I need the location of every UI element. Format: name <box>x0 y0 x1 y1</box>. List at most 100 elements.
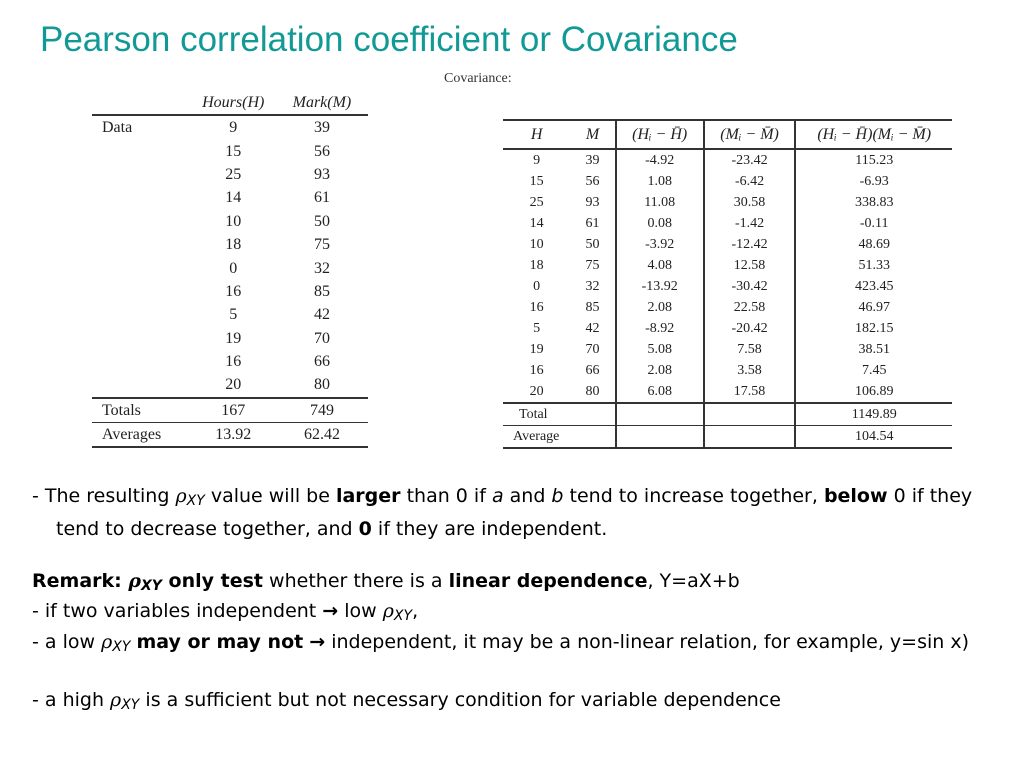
table-row: 16 66 2.08 3.58 7.45 <box>503 360 952 381</box>
h-cell: 10 <box>529 236 544 252</box>
h-deviation-cell: 5.08 <box>614 339 704 360</box>
average-row: Average 104.54 <box>503 425 952 449</box>
table-row: Data 9 39 <box>92 115 368 139</box>
table-row: 9 39 -4.92 -23.42 115.23 <box>503 149 952 171</box>
row-label <box>92 373 191 397</box>
hours-cell: 18 <box>225 236 242 254</box>
m-cell: 32 <box>585 278 600 294</box>
p3-text-c: , <box>412 600 419 622</box>
table-row: 10 50 <box>92 210 368 233</box>
m-cell: 70 <box>585 341 600 357</box>
p1-zero: 0 <box>358 518 372 540</box>
m-cell: 39 <box>585 152 600 168</box>
table-row: 16 85 <box>92 280 368 303</box>
m-cell: 61 <box>585 215 600 231</box>
table-row: 5 42 <box>92 303 368 326</box>
table-row: 15 56 <box>92 139 368 162</box>
row-label: Data <box>102 119 133 137</box>
m-deviation-cell: -20.42 <box>702 318 796 339</box>
row-label <box>92 186 191 209</box>
p1-larger: larger <box>335 485 401 507</box>
p3-text-a: - if two variables independent <box>32 600 323 622</box>
totals-label: Totals <box>92 396 191 424</box>
m-deviation-cell: 7.58 <box>702 339 796 360</box>
m-deviation-cell: 12.58 <box>702 255 796 276</box>
covariance-label: Covariance: <box>444 71 512 86</box>
hours-cell: 19 <box>225 329 242 347</box>
p1-below: below <box>823 485 888 507</box>
total-label: Total <box>503 402 616 426</box>
h-cell: 25 <box>529 194 544 210</box>
total-value: 1149.89 <box>794 402 952 426</box>
m-deviation-cell: 3.58 <box>702 360 796 381</box>
table-row: 16 85 2.08 22.58 46.97 <box>503 297 952 318</box>
m-header: M <box>570 119 616 150</box>
h-deviation-cell: 0.08 <box>614 213 704 234</box>
m-deviation-header: (Mᵢ − M̄) <box>702 119 796 150</box>
h-cell: 19 <box>529 341 544 357</box>
mark-header: Mark(M) <box>275 90 368 116</box>
arrow-right-icon: → <box>309 631 326 653</box>
p1-text-f: 0 if they tend to decrease together, and <box>56 485 973 540</box>
h-deviation-header: (Hᵢ − H̄) <box>614 119 704 150</box>
rho-symbol: ρ <box>382 600 394 622</box>
h-deviation-cell: -3.92 <box>614 234 704 255</box>
p5-text-b: is a sufficient but not necessary condit… <box>139 689 781 711</box>
mark-cell: 80 <box>313 376 330 394</box>
average-label: Average <box>503 425 616 449</box>
m-deviation-cell: -1.42 <box>702 213 796 234</box>
paragraph-high: - a high ρXY is a sufficient but not nec… <box>32 686 992 719</box>
p1-text-c: than 0 if <box>400 485 492 507</box>
paragraph-independent: - if two variables independent → low ρXY… <box>32 597 992 630</box>
table-row: 0 32 -13.92 -30.42 423.45 <box>503 276 952 297</box>
averages-row: Averages 13.92 62.42 <box>92 422 368 449</box>
rho-symbol: ρ <box>110 689 122 711</box>
paragraph-low: - a low ρXY may or may not → independent… <box>32 628 992 661</box>
p1-text-b: value will be <box>204 485 336 507</box>
averages-label: Averages <box>92 422 191 449</box>
paragraph-result: - The resulting ρXY value will be larger… <box>32 482 1016 543</box>
total-empty-2 <box>702 402 796 426</box>
slide-title: Pearson correlation coefficient or Covar… <box>40 20 738 59</box>
table-row: 15 56 1.08 -6.42 -6.93 <box>503 171 952 192</box>
product-cell: 423.45 <box>794 276 952 297</box>
m-cell: 75 <box>585 257 600 273</box>
m-cell: 66 <box>585 362 600 378</box>
h-cell: 0 <box>533 278 541 294</box>
table-row: 25 93 <box>92 163 368 186</box>
table-row: 18 75 <box>92 233 368 256</box>
row-label <box>92 327 191 350</box>
total-row: Total 1149.89 <box>503 402 952 426</box>
p3-text-b: low <box>338 600 383 622</box>
mark-cell: 93 <box>313 165 330 183</box>
m-cell: 93 <box>585 194 600 210</box>
product-cell: 46.97 <box>794 297 952 318</box>
totals-hours: 167 <box>190 396 276 424</box>
m-cell: 42 <box>585 320 600 336</box>
h-cell: 16 <box>529 299 544 315</box>
averages-mark: 62.42 <box>275 422 368 449</box>
average-empty-2 <box>702 425 796 449</box>
mark-cell: 42 <box>313 306 330 324</box>
h-cell: 15 <box>529 173 544 189</box>
mark-cell: 70 <box>313 329 330 347</box>
hours-cell: 20 <box>225 376 242 394</box>
p2-linear: linear dependence <box>448 570 648 592</box>
row-label <box>92 303 191 326</box>
rho-symbol: ρ <box>175 485 187 507</box>
product-cell: 51.33 <box>794 255 952 276</box>
mark-cell: 32 <box>313 259 330 277</box>
p2-text-b: , Y=aX+b <box>647 570 740 592</box>
mark-cell: 39 <box>313 119 330 137</box>
product-cell: 48.69 <box>794 234 952 255</box>
h-deviation-cell: -13.92 <box>614 276 704 297</box>
rho-subscript: XY <box>186 493 205 509</box>
m-cell: 85 <box>585 299 600 315</box>
h-deviation-cell: 2.08 <box>614 297 704 318</box>
hours-cell: 25 <box>225 165 242 183</box>
mark-cell: 75 <box>313 236 330 254</box>
arrow-right-icon: → <box>322 600 339 622</box>
product-cell: -0.11 <box>794 213 952 234</box>
m-deviation-cell: -23.42 <box>702 149 796 171</box>
h-cell: 14 <box>529 215 544 231</box>
